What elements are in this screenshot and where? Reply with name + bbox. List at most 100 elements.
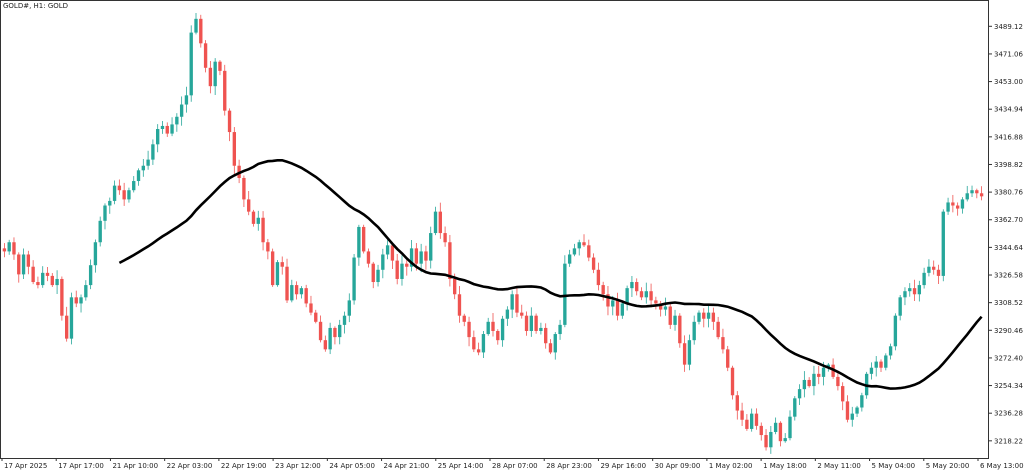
candle-body bbox=[223, 70, 227, 111]
x-tick-label: 6 May 13:00 bbox=[980, 462, 1024, 470]
candle-body bbox=[476, 349, 481, 353]
candle-body bbox=[194, 18, 198, 33]
candle-body bbox=[60, 278, 64, 316]
candle-body bbox=[850, 413, 854, 420]
candle-body bbox=[429, 233, 433, 261]
candle-body bbox=[955, 205, 960, 209]
candle-body bbox=[730, 367, 735, 396]
y-tick-label: 3380.76 bbox=[994, 189, 1023, 197]
candle-body bbox=[175, 116, 179, 125]
candle-body bbox=[567, 254, 572, 264]
candle-body bbox=[103, 205, 107, 221]
candle-body bbox=[419, 251, 423, 264]
y-tick-label: 3236.28 bbox=[994, 410, 1023, 418]
y-tick-label: 3362.70 bbox=[994, 216, 1023, 224]
candle-body bbox=[625, 288, 629, 304]
candle-body bbox=[682, 343, 687, 365]
candle-body bbox=[17, 254, 21, 275]
y-tick-label: 3272.40 bbox=[994, 354, 1023, 362]
candle-body bbox=[50, 275, 54, 286]
candle-body bbox=[898, 297, 902, 316]
x-tick-label: 24 Apr 21:00 bbox=[384, 462, 430, 470]
candle-body bbox=[817, 373, 821, 377]
x-tick-label: 23 Apr 12:00 bbox=[275, 462, 321, 470]
candle-body bbox=[242, 177, 246, 200]
x-tick-label: 5 May 20:00 bbox=[926, 462, 970, 470]
candle-body bbox=[227, 110, 232, 133]
y-tick-label: 3398.82 bbox=[994, 161, 1023, 169]
candle-body bbox=[845, 401, 850, 420]
candle-body bbox=[491, 321, 495, 331]
candle-body bbox=[146, 159, 150, 166]
candle-body bbox=[893, 315, 898, 347]
candle-body bbox=[251, 211, 256, 224]
candle-body bbox=[218, 61, 222, 71]
candle-body bbox=[860, 395, 864, 408]
candle-body bbox=[884, 355, 888, 368]
candle-body bbox=[472, 337, 476, 350]
y-tick-label: 3326.58 bbox=[994, 272, 1023, 280]
candle-body bbox=[199, 18, 203, 44]
x-tick-label: 17 Apr 17:00 bbox=[58, 462, 104, 470]
candle-body bbox=[520, 312, 524, 316]
candle-body bbox=[754, 413, 759, 426]
candle-body bbox=[912, 288, 917, 295]
candle-body bbox=[960, 199, 965, 209]
candle-body bbox=[630, 282, 634, 289]
candle-body bbox=[400, 263, 404, 279]
x-tick-label: 1 May 18:00 bbox=[763, 462, 807, 470]
x-tick-label: 2 May 11:00 bbox=[817, 462, 861, 470]
candle-body bbox=[702, 312, 706, 319]
candle-body bbox=[951, 202, 955, 206]
candle-body bbox=[2, 248, 7, 252]
candle-body bbox=[347, 300, 351, 316]
candle-body bbox=[639, 291, 644, 298]
candle-body bbox=[414, 248, 419, 264]
candle-body bbox=[112, 185, 117, 201]
x-tick-label: 30 Apr 09:00 bbox=[655, 462, 701, 470]
candle-body bbox=[275, 262, 280, 286]
candle-body bbox=[299, 288, 304, 295]
candle-body bbox=[55, 278, 59, 286]
candle-body bbox=[807, 379, 811, 387]
candle-body bbox=[908, 288, 912, 292]
candle-body bbox=[620, 303, 625, 316]
candle-body bbox=[663, 306, 668, 310]
candle-body bbox=[333, 327, 337, 338]
x-tick-label: 17 Apr 2025 bbox=[4, 462, 47, 470]
candle-body bbox=[323, 340, 328, 350]
x-tick-label: 22 Apr 19:00 bbox=[221, 462, 267, 470]
candle-body bbox=[376, 269, 380, 283]
x-tick-label: 21 Apr 10:00 bbox=[112, 462, 158, 470]
candle-body bbox=[936, 269, 941, 276]
candle-body bbox=[127, 190, 131, 200]
candle-body bbox=[270, 251, 275, 286]
candle-body bbox=[179, 104, 184, 117]
candle-body bbox=[841, 386, 845, 402]
candle-body bbox=[357, 226, 361, 258]
candle-body bbox=[462, 315, 466, 322]
candle-body bbox=[764, 435, 768, 448]
candle-body bbox=[759, 425, 763, 436]
candle-body bbox=[534, 315, 538, 331]
candle-body bbox=[304, 288, 308, 304]
candle-body bbox=[668, 306, 672, 325]
candle-body bbox=[361, 226, 366, 252]
candle-body bbox=[74, 297, 78, 304]
candle-body bbox=[932, 266, 936, 270]
candle-body bbox=[505, 309, 510, 319]
candle-body bbox=[395, 260, 399, 279]
candle-body bbox=[266, 242, 270, 252]
candle-body bbox=[36, 282, 40, 286]
candle-body bbox=[855, 407, 859, 414]
candle-body bbox=[64, 315, 69, 339]
candle-body bbox=[151, 144, 155, 160]
x-tick-label: 5 May 04:00 bbox=[872, 462, 916, 470]
symbol-label: GOLD#, H1: GOLD bbox=[3, 2, 69, 10]
candle-body bbox=[21, 254, 26, 275]
x-tick-label: 28 Apr 07:00 bbox=[492, 462, 538, 470]
candle-body bbox=[726, 349, 730, 368]
candle-body bbox=[203, 43, 208, 68]
